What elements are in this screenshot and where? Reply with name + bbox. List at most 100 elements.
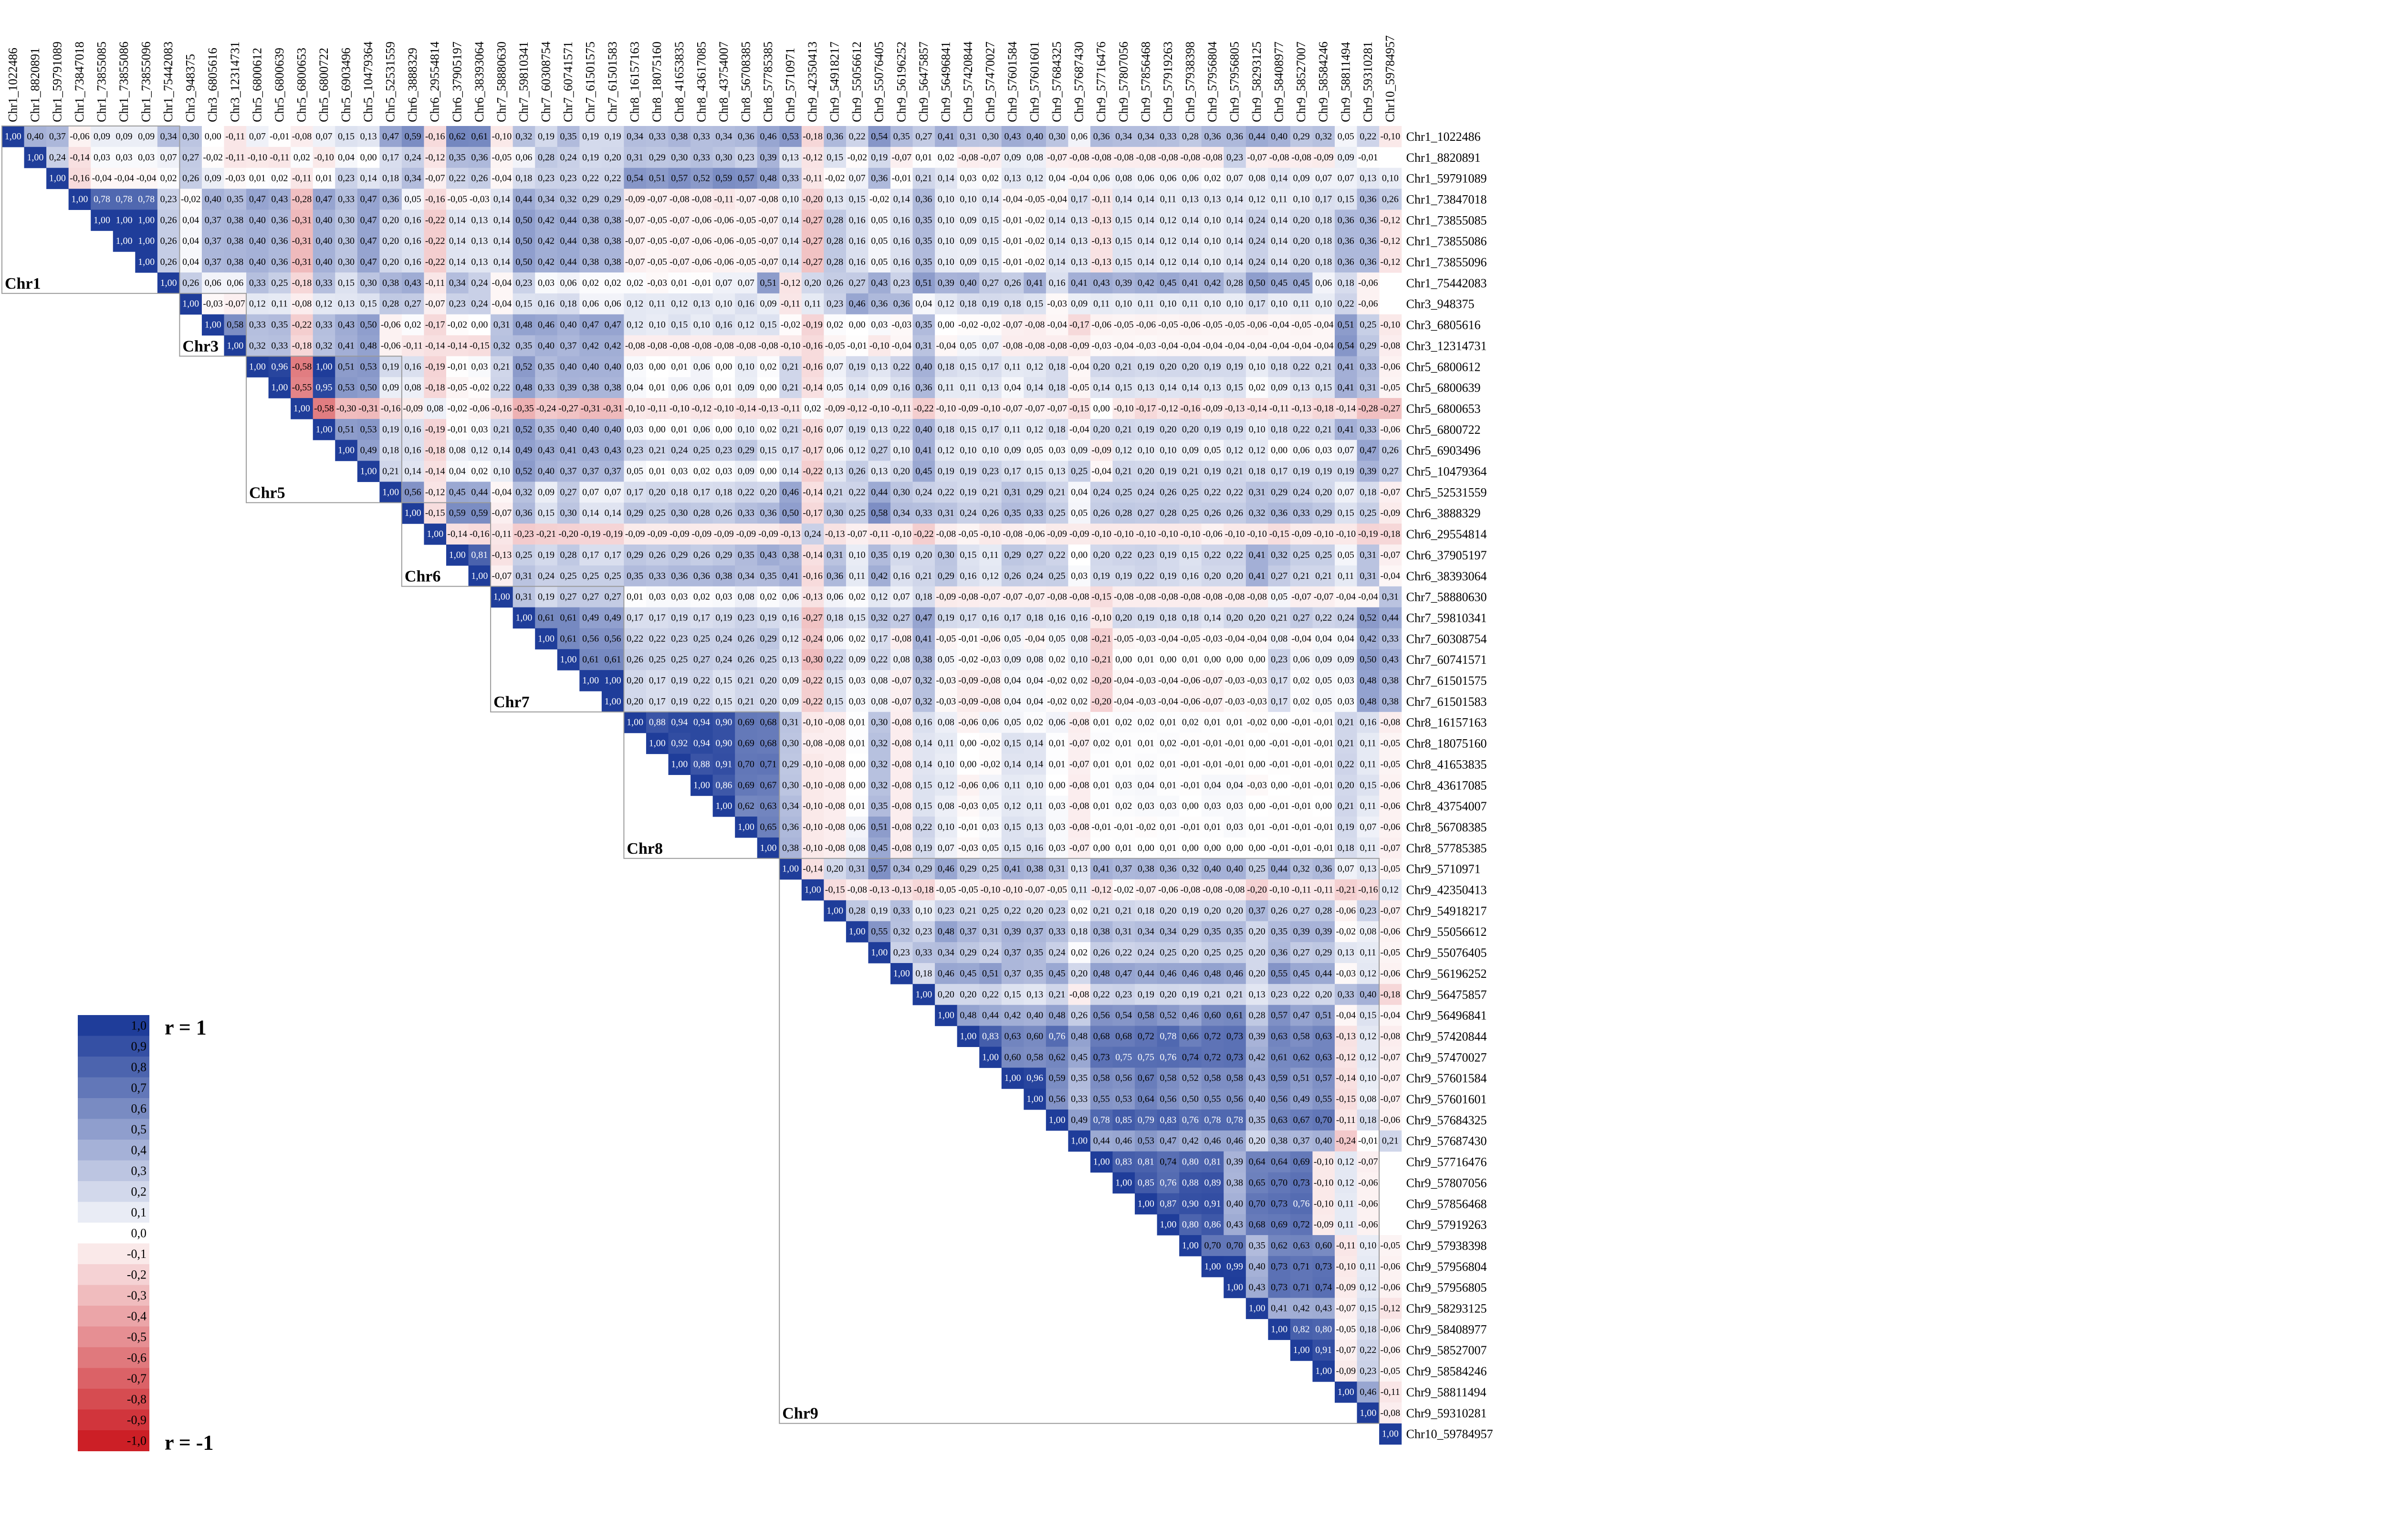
cell-value-label: 0,33 — [649, 571, 666, 581]
cell-value-label: 0,68 — [1115, 1031, 1132, 1041]
cell-value-label: 0,22 — [693, 675, 710, 686]
cell-value-label: 0,14 — [1204, 612, 1221, 623]
cell-value-label: -0,06 — [381, 340, 401, 351]
cell-value-label: 0,02 — [582, 278, 599, 288]
heatmap-cell — [535, 230, 558, 252]
cell-value-label: 1,00 — [94, 215, 110, 225]
cell-value-label: -0,01 — [1003, 236, 1023, 246]
heatmap-cell — [68, 168, 91, 189]
cell-value-label: 0,13 — [782, 654, 799, 665]
cell-value-label: -0,05 — [1381, 738, 1401, 749]
cell-value-label: 0,12 — [1382, 885, 1399, 895]
cell-value-label: 0,03 — [1049, 445, 1066, 456]
column-label: Chr1_73847018 — [73, 42, 86, 122]
cell-value-label: 0,15 — [915, 801, 932, 811]
cell-value-label: 0,16 — [893, 382, 910, 393]
cell-value-label: 0,14 — [449, 215, 466, 225]
cell-value-label: 0,46 — [1204, 1136, 1221, 1146]
cell-value-label: 0,04 — [182, 215, 199, 225]
heatmap-cell — [1024, 147, 1046, 168]
cell-value-label: 0,05 — [960, 340, 976, 351]
cell-value-label: 1,00 — [471, 571, 488, 581]
heatmap-cell — [1179, 210, 1202, 231]
heatmap-cell — [424, 126, 447, 147]
cell-value-label: 0,15 — [915, 780, 932, 790]
cell-value-label: -0,15 — [1091, 592, 1111, 602]
cell-value-label: 0,38 — [1138, 864, 1154, 874]
heatmap-cell — [890, 126, 913, 147]
cell-value-label: 0,06 — [515, 152, 532, 163]
cell-value-label: 0,13 — [1293, 382, 1310, 393]
cell-value-label: -0,10 — [803, 843, 823, 853]
cell-value-label: -0,09 — [958, 696, 978, 707]
heatmap-cell — [135, 168, 158, 189]
cell-value-label: 0,22 — [938, 487, 954, 497]
cell-value-label: 0,45 — [1049, 968, 1066, 979]
cell-value-label: -0,06 — [1381, 780, 1401, 790]
column-label: Chr9_56196252 — [894, 42, 908, 122]
cell-value-label: -0,04 — [1358, 592, 1378, 602]
cell-value-label: -0,05 — [447, 194, 467, 204]
heatmap-cell — [1379, 189, 1402, 210]
cell-value-label: 0,06 — [1071, 131, 1088, 142]
heatmap-cell — [979, 189, 1002, 210]
cell-value-label: 0,12 — [1160, 215, 1176, 225]
legend-tick-label: -0,6 — [127, 1351, 147, 1364]
cell-value-label: 0,18 — [1360, 1324, 1376, 1334]
cell-value-label: 0,63 — [1315, 1052, 1332, 1062]
cell-value-label: 0,14 — [1026, 759, 1043, 769]
heatmap-cell — [201, 147, 225, 168]
cell-value-label: 0,10 — [1160, 299, 1176, 309]
heatmap-cell — [157, 126, 180, 147]
cell-value-label: 0,24 — [960, 508, 976, 518]
cell-value-label: -0,03 — [1336, 968, 1356, 979]
cell-value-label: 0,32 — [493, 340, 510, 351]
cell-value-label: -0,08 — [825, 738, 845, 749]
cell-value-label: 0,26 — [182, 173, 199, 184]
cell-value-label: 0,03 — [471, 424, 488, 435]
cell-value-label: 0,11 — [1138, 299, 1154, 309]
cell-value-label: 0,11 — [1271, 194, 1287, 204]
cell-value-label: 0,23 — [715, 445, 732, 456]
cell-value-label: 0,01 — [1093, 759, 1110, 769]
cell-value-label: -0,14 — [1336, 1073, 1356, 1083]
cell-value-label: 0,14 — [893, 194, 910, 204]
cell-value-label: 0,24 — [1338, 612, 1354, 623]
cell-value-label: 0,01 — [671, 424, 688, 435]
cell-value-label: -0,21 — [1336, 885, 1356, 895]
cell-value-label: -0,07 — [1381, 1052, 1401, 1062]
cell-value-label: 1,00 — [605, 675, 621, 686]
cell-value-label: 0,29 — [715, 550, 732, 560]
cell-value-label: 0,35 — [1226, 926, 1243, 937]
cell-value-label: 0,26 — [827, 278, 843, 288]
cell-value-label: 0,31 — [515, 571, 532, 581]
cell-value-label: 0,04 — [449, 466, 466, 477]
cell-value-label: -0,04 — [891, 340, 911, 351]
cell-value-label: -0,14 — [803, 864, 823, 874]
cell-value-label: 0,48 — [515, 382, 532, 393]
cell-value-label: 0,03 — [1338, 696, 1354, 707]
cell-value-label: 0,23 — [1049, 905, 1066, 916]
cell-value-label: -0,08 — [891, 780, 911, 790]
column-label: Chr6_37905197 — [450, 42, 464, 122]
cell-value-label: -0,07 — [1336, 1303, 1356, 1314]
heatmap-cell — [1245, 126, 1268, 147]
cell-value-label: -0,12 — [425, 152, 445, 163]
cell-value-label: 0,18 — [938, 361, 954, 372]
cell-value-label: 0,01 — [715, 382, 732, 393]
cell-value-label: 0,40 — [315, 257, 332, 267]
heatmap-cell — [957, 189, 980, 210]
cell-value-label: 0,35 — [1026, 947, 1043, 958]
cell-value-label: -0,11 — [492, 529, 512, 539]
group-label: Chr9 — [782, 1405, 818, 1423]
cell-value-label: 0,50 — [1360, 654, 1376, 665]
cell-value-label: 0,18 — [1138, 905, 1154, 916]
heatmap-cell — [1001, 147, 1024, 168]
cell-value-label: -0,10 — [803, 801, 823, 811]
cell-value-label: 0,19 — [1138, 989, 1154, 1000]
heatmap-cell — [1290, 210, 1313, 231]
cell-value-label: 0,00 — [1093, 843, 1110, 853]
cell-value-label: 0,33 — [738, 508, 754, 518]
cell-value-label: 0,31 — [1249, 487, 1266, 497]
cell-value-label: 0,24 — [471, 278, 488, 288]
